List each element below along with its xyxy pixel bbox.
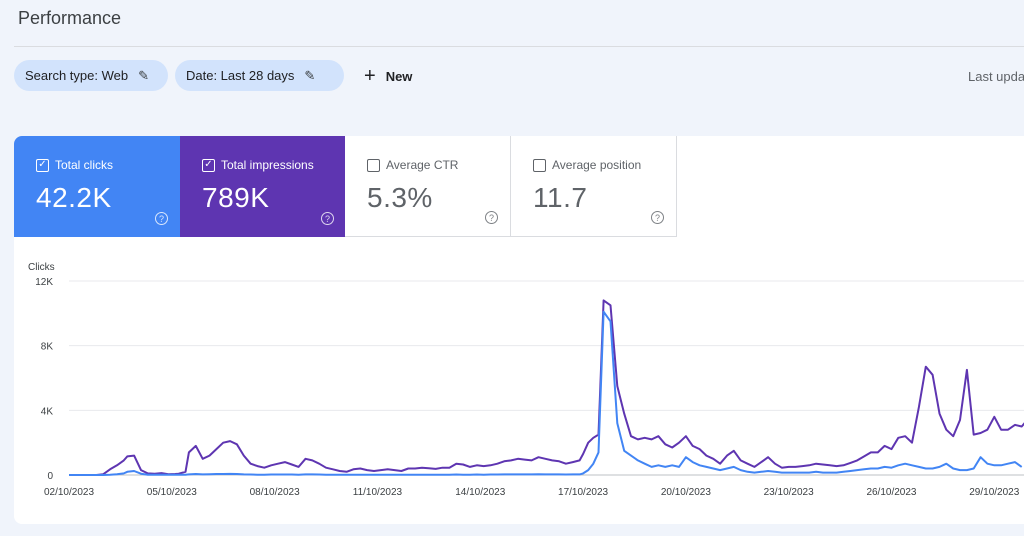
metric-label: Total clicks <box>55 158 114 172</box>
x-tick-label: 29/10/2023 <box>969 487 1019 498</box>
metric-label: Average position <box>552 158 642 172</box>
x-tick-label: 11/10/2023 <box>353 487 403 498</box>
metric-label: Total impressions <box>221 158 314 172</box>
x-tick-label: 20/10/2023 <box>661 487 711 498</box>
x-tick-label: 17/10/2023 <box>558 487 608 498</box>
new-filter-button[interactable]: + New <box>364 62 412 90</box>
new-filter-label: New <box>385 68 413 84</box>
help-icon[interactable]: ? <box>485 211 498 224</box>
series-line-impressions <box>69 299 1024 476</box>
search-type-label: Search type: Web <box>25 68 129 83</box>
date-filter-chip[interactable]: Date: Last 28 days ✎ <box>175 60 344 91</box>
x-tick-label: 08/10/2023 <box>250 487 300 498</box>
x-tick-label: 14/10/2023 <box>455 487 505 498</box>
y-axis-title: Clicks <box>28 262 55 273</box>
help-icon[interactable]: ? <box>155 212 168 225</box>
search-type-filter-chip[interactable]: Search type: Web ✎ <box>14 60 168 91</box>
y-tick-label: 12K <box>35 277 53 288</box>
metric-label: Average CTR <box>386 158 459 172</box>
x-tick-label: 05/10/2023 <box>147 487 197 498</box>
plus-icon: + <box>364 65 376 87</box>
x-tick-label: 02/10/2023 <box>44 487 94 498</box>
y-tick-label: 4K <box>41 406 54 417</box>
help-icon[interactable]: ? <box>321 212 334 225</box>
y-tick-label: 0 <box>47 471 53 482</box>
page-title: Performance <box>18 8 122 28</box>
pencil-icon: ✎ <box>304 67 316 83</box>
metric-average-position[interactable]: Average position 11.7 ? <box>511 136 677 237</box>
performance-card: ✓ Total clicks 42.2K ? ✓ Total impressio… <box>14 136 1024 524</box>
checkbox-icon[interactable]: ✓ <box>36 158 49 172</box>
date-filter-label: Date: Last 28 days <box>186 68 295 83</box>
checkbox-icon[interactable] <box>533 158 546 172</box>
y-tick-label: 8K <box>41 342 54 353</box>
metric-value: 5.3% <box>367 182 433 213</box>
metric-total-impressions[interactable]: ✓ Total impressions 789K ? <box>180 136 346 237</box>
pencil-icon: ✎ <box>138 67 149 83</box>
x-tick-label: 23/10/2023 <box>764 487 814 498</box>
x-tick-label: 26/10/2023 <box>866 487 916 498</box>
last-update-text: Last upda <box>968 69 1024 84</box>
help-icon[interactable]: ? <box>651 211 664 224</box>
metric-value: 789K <box>202 182 270 213</box>
performance-line-chart: Clicks 0 4K 8K 12K 02/10/2023 05/10/2023 08/10/… <box>28 262 1024 498</box>
metric-total-clicks[interactable]: ✓ Total clicks 42.2K ? <box>14 136 180 237</box>
series-line-clicks <box>69 310 1023 476</box>
metric-value: 11.7 <box>533 182 588 213</box>
checkbox-icon[interactable]: ✓ <box>202 158 215 172</box>
header-divider <box>14 46 1024 47</box>
metric-value: 42.2K <box>36 182 112 213</box>
metric-average-ctr[interactable]: Average CTR 5.3% ? <box>345 136 511 237</box>
checkbox-icon[interactable] <box>367 158 380 172</box>
